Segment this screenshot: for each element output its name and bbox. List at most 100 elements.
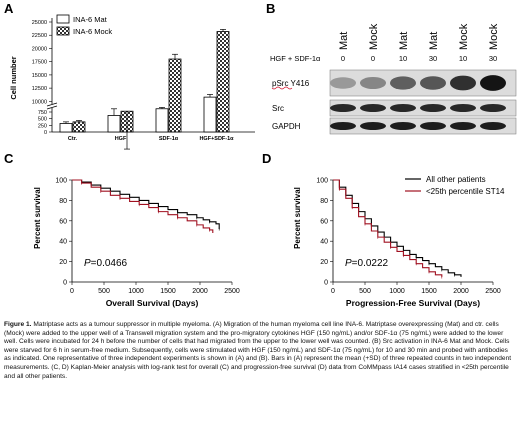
panel-b-treatment-label: HGF + SDF-1α xyxy=(270,54,321,63)
panel-a-axis-break-bottom xyxy=(46,105,58,110)
panel-b-lane-dose: 0 xyxy=(371,54,375,63)
panel-b-band xyxy=(420,122,446,130)
panel-d-y-axis-label: Percent survival xyxy=(293,187,302,249)
panel-b-band xyxy=(390,104,416,112)
panel-b-band xyxy=(420,104,446,112)
panel-a-category-label: Ctr. xyxy=(68,136,78,142)
panel-a-bar xyxy=(155,108,169,133)
panel-b-band xyxy=(360,122,386,130)
panel-letter-c: C xyxy=(4,151,14,166)
panel-b-lane-group: Mat xyxy=(428,32,440,50)
panel-c-y-tick-label: 80 xyxy=(59,198,67,205)
panel-c-x-tick-label: 2000 xyxy=(192,288,208,295)
panel-b-band xyxy=(390,76,416,90)
panel-a-bar xyxy=(168,58,182,133)
panel-c-x-tick-label: 500 xyxy=(98,288,110,295)
panel-b-lane-group: Mat xyxy=(398,32,410,50)
panel-b-lane-group: Mat xyxy=(338,32,350,50)
panel-a-y-axis-label: Cell number xyxy=(9,56,18,99)
panel-a-bar xyxy=(59,123,73,133)
panel-b-lane-dose: 30 xyxy=(489,54,497,63)
panel-a-bar xyxy=(203,96,217,133)
panel-b-band xyxy=(330,77,356,89)
panel-c-y-tick-label: 40 xyxy=(59,239,67,246)
figure-canvas: A B C D Cell number 02505007501000012500… xyxy=(4,1,517,309)
panel-a-axis-break-top xyxy=(46,102,58,107)
panel-b-row-label: pSrc Y416 xyxy=(272,79,310,88)
panel-c-y-tick-label: 100 xyxy=(55,178,67,185)
panel-a-category-label: HGF+SDF-1α xyxy=(199,136,234,142)
panel-a-category-labels: Ctr. HGF SDF-1α HGF+SDF-1α xyxy=(68,136,234,142)
caption-title: Figure 1. xyxy=(4,321,32,328)
panel-b-dose-row: 0 0 10 30 10 30 xyxy=(341,54,497,63)
panel-d-y-tick-label: 0 xyxy=(324,280,328,287)
panel-b-band xyxy=(360,104,386,112)
panel-b-band xyxy=(480,122,506,130)
panel-b-band xyxy=(450,122,476,130)
panel-a-y-tick-label: 20000 xyxy=(32,46,47,52)
panel-a-legend-swatch-mock xyxy=(56,26,70,36)
panel-d-x-tick-label: 1500 xyxy=(421,288,437,295)
panel-c-x-tick-label: 2500 xyxy=(224,288,240,295)
panel-a-category-label: HGF xyxy=(115,136,127,142)
panel-letter-b: B xyxy=(266,1,275,16)
panel-b-band xyxy=(480,75,506,91)
caption-text: Matriptase acts as a tumour suppressor i… xyxy=(4,321,512,380)
panel-d-y-tick-label: 60 xyxy=(320,218,328,225)
panel-d-x-tick-label: 0 xyxy=(331,288,335,295)
panel-d-curve-all xyxy=(333,179,462,277)
panel-b-band xyxy=(450,75,476,91)
figure-caption: Figure 1. Matriptase acts as a tumour su… xyxy=(4,321,514,381)
panel-d-p-label: P xyxy=(345,258,352,269)
panel-b-band xyxy=(450,104,476,112)
panel-letter-a: A xyxy=(4,1,14,16)
panel-a-legend-label-mock: INA-6 Mock xyxy=(73,27,112,36)
panel-d-p-value: P=0.0222 xyxy=(345,258,389,269)
panel-b-spellcheck-underline xyxy=(271,86,293,90)
panel-b-lane-dose: 10 xyxy=(399,54,407,63)
panel-d-legend: All other patients <25th percentile ST14 xyxy=(405,175,505,196)
panel-c-p-number: =0.0466 xyxy=(91,258,128,269)
panel-b-lane-dose: 10 xyxy=(459,54,467,63)
panel-a-y-tick-label: 15000 xyxy=(32,73,47,79)
panel-b-band xyxy=(330,122,356,130)
panel-c-y-tick-label: 60 xyxy=(59,218,67,225)
panel-c-x-tick-label: 1000 xyxy=(128,288,144,295)
panel-a-y-tick-label: 17500 xyxy=(32,60,47,66)
panel-a-bars xyxy=(59,29,230,150)
panel-d-x-tick-label: 2500 xyxy=(485,288,501,295)
panel-b-lane-headers: Mat Mock Mat Mat Mock Mock xyxy=(338,23,500,50)
panel-d-legend-label-all: All other patients xyxy=(426,175,486,184)
panel-letter-d: D xyxy=(262,151,271,166)
panel-b-row-label: GAPDH xyxy=(272,122,301,131)
panel-a-y-tick-label: 750 xyxy=(38,110,47,116)
panel-b-band xyxy=(480,104,506,112)
panel-d-x-tick-label: 500 xyxy=(359,288,371,295)
panel-c-x-tick-label: 0 xyxy=(70,288,74,295)
panel-b-blot-rows: pSrc Y416 Src GAPDH xyxy=(271,69,517,135)
panel-b-western-blot: Mat Mock Mat Mat Mock Mock HGF + SDF-1α 0 0 10 3… xyxy=(270,23,517,135)
panel-c-curve-low xyxy=(72,179,214,234)
panel-b-band xyxy=(330,104,356,112)
panel-d-y-tick-label: 80 xyxy=(320,198,328,205)
panel-a-y-tick-label: 0 xyxy=(44,130,47,136)
panel-c-p-value: P=0.0466 xyxy=(84,258,128,269)
panel-b-row-label: Src xyxy=(272,104,284,113)
panel-a-axis-break-mask xyxy=(44,104,60,108)
panel-c-y-tick-label: 20 xyxy=(59,259,67,266)
panel-d-curve-low xyxy=(333,179,443,277)
panel-d-x-tick-label: 1000 xyxy=(389,288,405,295)
panel-a-y-tick-label: 22500 xyxy=(32,33,47,39)
panel-a-y-tick-label: 10000 xyxy=(32,99,47,105)
panel-c-y-axis-label: Percent survival xyxy=(33,187,42,249)
panel-d-y-tick-label: 20 xyxy=(320,259,328,266)
panel-b-lane-group: Mock xyxy=(458,23,470,50)
panel-d-y-tick-label: 40 xyxy=(320,239,328,246)
panel-a-legend-swatch-mat xyxy=(56,14,70,24)
